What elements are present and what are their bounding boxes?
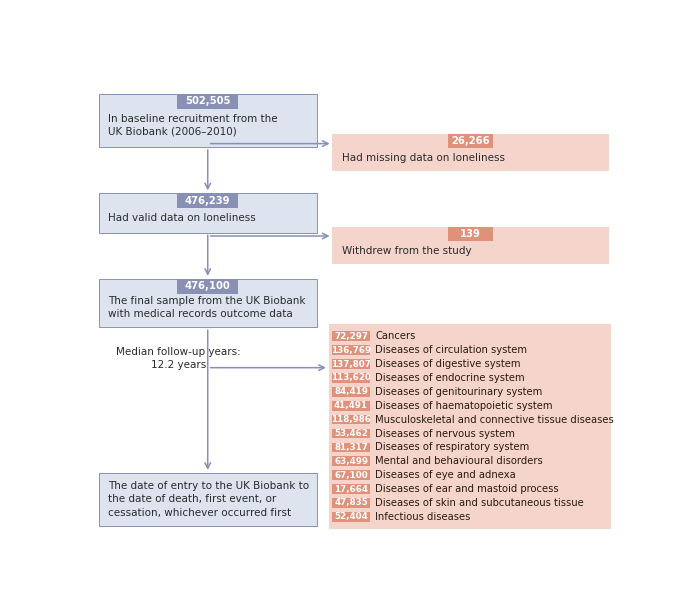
Text: Cancers: Cancers bbox=[375, 331, 416, 341]
Bar bbox=[332, 484, 370, 494]
Bar bbox=[332, 512, 370, 522]
Text: 47,835: 47,835 bbox=[334, 499, 368, 508]
Text: 137,807: 137,807 bbox=[331, 359, 371, 368]
Text: Median follow-up years:
12.2 years: Median follow-up years: 12.2 years bbox=[116, 347, 241, 370]
Text: Diseases of eye and adnexa: Diseases of eye and adnexa bbox=[375, 470, 516, 480]
Text: 81,317: 81,317 bbox=[334, 443, 368, 452]
Text: 113,620: 113,620 bbox=[331, 373, 371, 382]
Text: Diseases of endocrine system: Diseases of endocrine system bbox=[375, 373, 525, 383]
Text: 139: 139 bbox=[460, 229, 481, 239]
Bar bbox=[99, 193, 316, 233]
Text: Infectious diseases: Infectious diseases bbox=[375, 512, 471, 522]
Bar bbox=[332, 227, 608, 264]
Text: Diseases of respiratory system: Diseases of respiratory system bbox=[375, 442, 530, 452]
Bar bbox=[332, 401, 370, 410]
Bar bbox=[332, 443, 370, 452]
Text: 53,462: 53,462 bbox=[334, 429, 368, 438]
Bar bbox=[448, 227, 493, 241]
Text: In baseline recruitment from the
UK Biobank (2006–2010): In baseline recruitment from the UK Biob… bbox=[108, 113, 278, 137]
Text: Diseases of ear and mastoid process: Diseases of ear and mastoid process bbox=[375, 484, 559, 494]
Text: 26,266: 26,266 bbox=[451, 136, 490, 146]
Bar bbox=[332, 457, 370, 466]
Text: 84,419: 84,419 bbox=[334, 388, 368, 397]
Bar bbox=[332, 387, 370, 397]
Bar bbox=[329, 324, 611, 529]
Bar bbox=[332, 428, 370, 439]
Text: 63,499: 63,499 bbox=[334, 457, 368, 466]
Text: 502,505: 502,505 bbox=[185, 97, 230, 106]
Text: Diseases of genitourinary system: Diseases of genitourinary system bbox=[375, 387, 543, 397]
Text: 72,297: 72,297 bbox=[334, 332, 368, 341]
Bar bbox=[332, 415, 370, 424]
Text: Withdrew from the study: Withdrew from the study bbox=[342, 246, 472, 256]
Text: Mental and behavioural disorders: Mental and behavioural disorders bbox=[375, 457, 543, 466]
Bar bbox=[99, 473, 316, 526]
Bar bbox=[332, 470, 370, 480]
Text: Diseases of digestive system: Diseases of digestive system bbox=[375, 359, 521, 369]
Bar bbox=[177, 193, 238, 208]
Text: Had missing data on loneliness: Had missing data on loneliness bbox=[342, 154, 505, 163]
Text: Diseases of haematopoietic system: Diseases of haematopoietic system bbox=[375, 401, 553, 411]
Bar bbox=[448, 134, 493, 148]
Bar bbox=[332, 359, 370, 369]
Text: 118,986: 118,986 bbox=[331, 415, 371, 424]
Bar bbox=[332, 331, 370, 341]
Text: 17,664: 17,664 bbox=[334, 485, 368, 494]
Text: Diseases of skin and subcutaneous tissue: Diseases of skin and subcutaneous tissue bbox=[375, 498, 584, 508]
Bar bbox=[177, 279, 238, 293]
Bar bbox=[332, 346, 370, 355]
Bar bbox=[99, 279, 316, 327]
Bar bbox=[99, 94, 316, 147]
Text: 476,100: 476,100 bbox=[185, 281, 231, 291]
Text: 41,491: 41,491 bbox=[334, 401, 368, 410]
Text: Had valid data on loneliness: Had valid data on loneliness bbox=[108, 212, 256, 223]
Text: Diseases of nervous system: Diseases of nervous system bbox=[375, 428, 515, 439]
Bar bbox=[332, 134, 608, 172]
Text: 476,239: 476,239 bbox=[185, 196, 230, 206]
Bar bbox=[332, 373, 370, 383]
Text: Musculoskeletal and connective tissue diseases: Musculoskeletal and connective tissue di… bbox=[375, 415, 614, 425]
Bar bbox=[332, 498, 370, 508]
Text: The date of entry to the UK Biobank to
the date of death, first event, or
cessat: The date of entry to the UK Biobank to t… bbox=[108, 481, 310, 518]
Text: 136,769: 136,769 bbox=[331, 346, 371, 355]
Text: 52,404: 52,404 bbox=[334, 512, 368, 521]
Bar bbox=[177, 94, 238, 109]
Text: 67,100: 67,100 bbox=[334, 471, 368, 480]
Text: Diseases of circulation system: Diseases of circulation system bbox=[375, 345, 527, 355]
Text: The final sample from the UK Biobank
with medical records outcome data: The final sample from the UK Biobank wit… bbox=[108, 296, 306, 319]
